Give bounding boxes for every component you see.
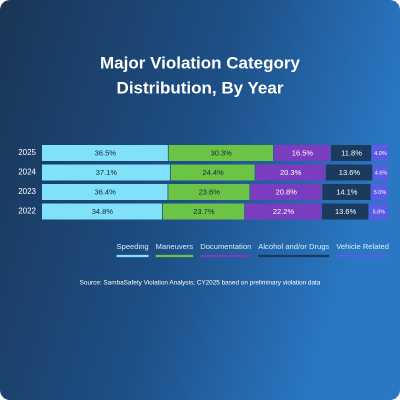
legend-label: Alcohol and/or Drugs [258, 242, 329, 251]
value-label: 37.1% [96, 168, 118, 177]
chart-title: Distribution, By Year [117, 78, 284, 97]
value-label: 23.6% [199, 187, 221, 196]
value-label: 11.8% [341, 148, 362, 157]
value-label: 34.8% [92, 207, 114, 216]
bar-segment [369, 203, 388, 220]
bar-segment [331, 145, 372, 161]
bar-segment [168, 184, 250, 200]
value-label: 5.6% [373, 209, 386, 215]
bar-segment [244, 203, 322, 220]
value-label: 13.6% [335, 207, 357, 216]
bar-segment [42, 203, 162, 220]
bar-segment [250, 184, 322, 200]
value-label: 30.3% [211, 148, 233, 157]
value-label: 36.5% [95, 148, 117, 157]
value-label: 20.8% [276, 187, 298, 196]
bar-segment [168, 145, 273, 161]
legend-label: Documentation [200, 242, 251, 251]
chart-title: Major Violation Category [100, 53, 300, 72]
bar-segment [42, 164, 170, 181]
legend-label: Vehicle Related [336, 242, 389, 251]
bar-segment [371, 145, 389, 161]
bar-segment [322, 203, 369, 220]
value-label: 24.4% [202, 168, 224, 177]
bar-segment [371, 184, 388, 200]
bar-segment [273, 145, 331, 161]
value-label: 14.1% [336, 187, 358, 196]
bar-segment [325, 164, 373, 181]
value-label: 13.6% [339, 168, 361, 177]
value-label: 20.3% [280, 168, 302, 177]
value-label: 23.7% [193, 207, 215, 216]
y-tick-label: 2025 [18, 148, 36, 157]
bar-segment [373, 164, 389, 181]
value-label: 36.4% [95, 187, 117, 196]
legend-label: Maneuvers [156, 242, 194, 251]
y-tick-label: 2022 [18, 207, 36, 216]
bar-segment [42, 184, 168, 200]
value-label: 4.6% [375, 170, 388, 176]
value-label: 4.9% [374, 151, 387, 157]
legend-label: Speeding [117, 242, 149, 251]
value-label: 22.2% [273, 207, 295, 216]
bar-segment [255, 164, 326, 181]
bar-segment [162, 203, 245, 220]
y-tick-label: 2024 [18, 168, 36, 177]
value-label: 5.0% [374, 190, 387, 196]
bar-segment [42, 145, 168, 161]
source-note: Source: SambaSafety Violation Analysis; … [80, 280, 321, 287]
y-tick-label: 2023 [18, 187, 36, 196]
bar-segment [322, 184, 371, 200]
value-label: 16.5% [292, 148, 314, 157]
bar-segment [170, 164, 255, 181]
